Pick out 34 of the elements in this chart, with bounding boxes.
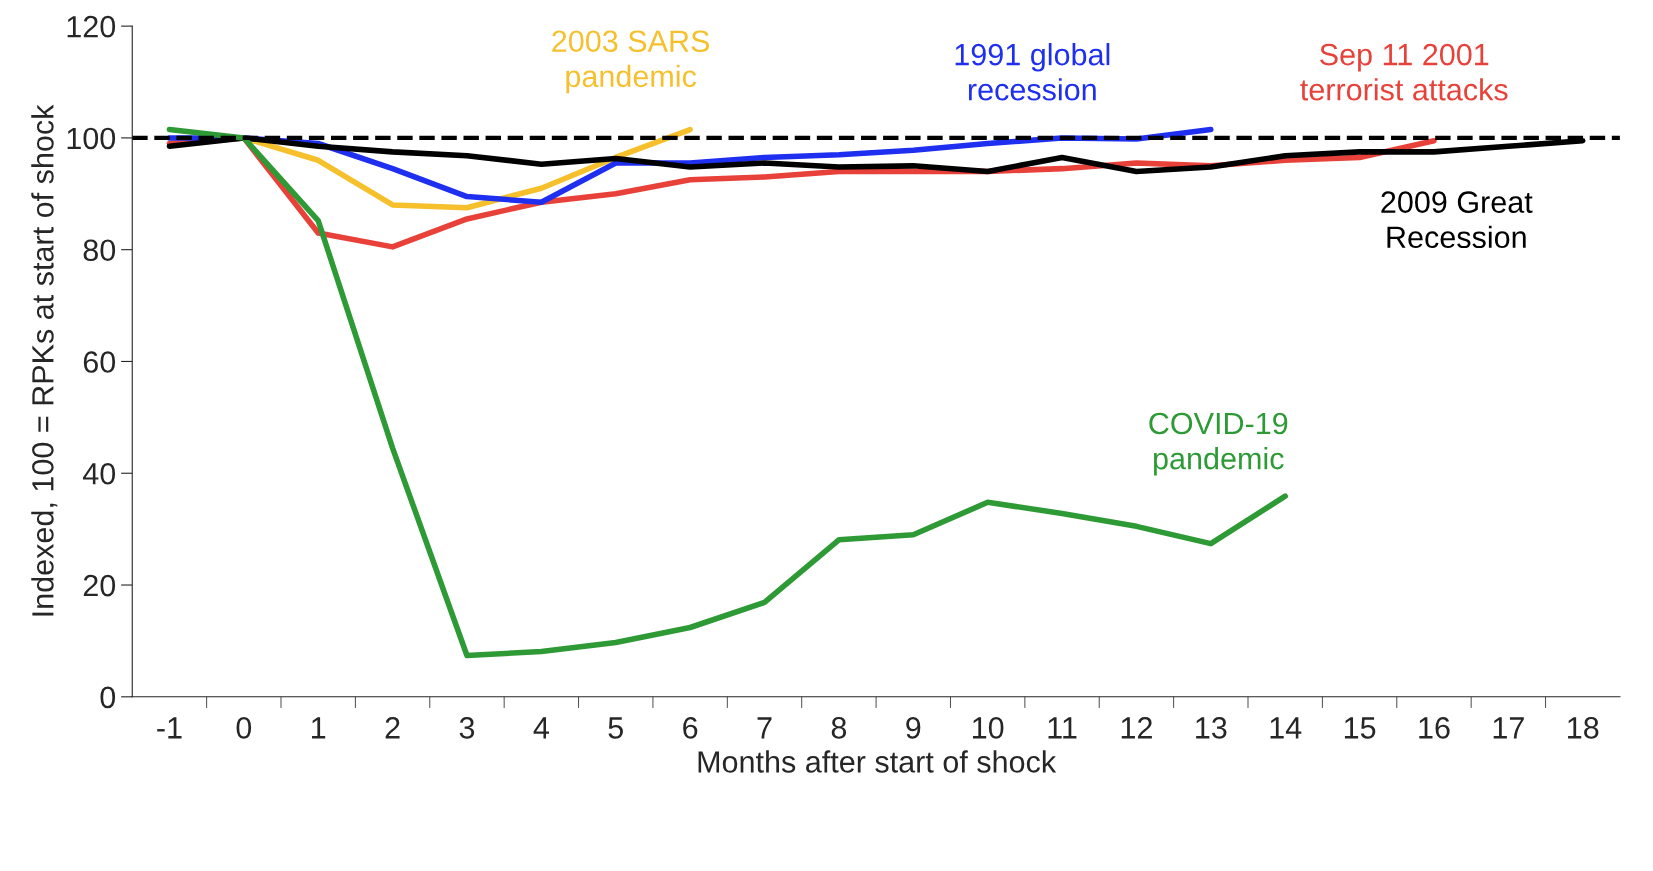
x-tick-label: 5 — [608, 717, 623, 739]
x-tick-label: 13 — [1196, 717, 1227, 739]
x-tick-label: 7 — [757, 717, 772, 739]
x-tick-label: 9 — [906, 717, 921, 739]
x-tick-label: 8 — [831, 717, 847, 739]
y-tick-label: 40 — [82, 462, 116, 485]
x-tick-label: 15 — [1344, 717, 1376, 739]
series-label: COVID-19 pandemic — [1149, 412, 1288, 476]
y-tick-label: 120 — [67, 15, 116, 38]
y-tick-label: 100 — [67, 127, 116, 150]
x-tick-label: 16 — [1419, 717, 1450, 739]
y-tick-label: 60 — [83, 351, 116, 373]
series-label: 2003 SARS pandemic — [552, 30, 710, 94]
x-tick-label: 0 — [236, 717, 252, 739]
series-label: Sep 11 2001 terrorist attacks — [1300, 43, 1508, 101]
x-tick-label: 2 — [385, 717, 400, 739]
x-tick-label: 18 — [1568, 717, 1599, 739]
series-label: 1991 global recession — [955, 43, 1110, 101]
x-tick-label: 11 — [1048, 717, 1077, 739]
x-axis-title: Months after start of shock — [698, 750, 1057, 773]
y-axis-title: Indexed, 100 = RPKs at start of shock — [31, 104, 58, 616]
y-tick-label: 0 — [100, 686, 116, 709]
x-tick-label: 10 — [973, 717, 1004, 739]
x-tick-label: -1 — [157, 717, 182, 739]
y-tick-label: 80 — [83, 239, 116, 262]
series-label: 2009 Great Recession — [1381, 191, 1533, 249]
x-tick-label: 17 — [1493, 717, 1524, 739]
x-tick-label: 4 — [533, 717, 549, 739]
x-tick-label: 6 — [683, 717, 698, 739]
x-tick-label: 14 — [1270, 717, 1302, 739]
x-tick-label: 12 — [1121, 717, 1152, 739]
x-tick-label: 3 — [459, 717, 475, 739]
y-tick-label: 20 — [83, 574, 116, 597]
x-tick-label: 1 — [312, 717, 326, 739]
